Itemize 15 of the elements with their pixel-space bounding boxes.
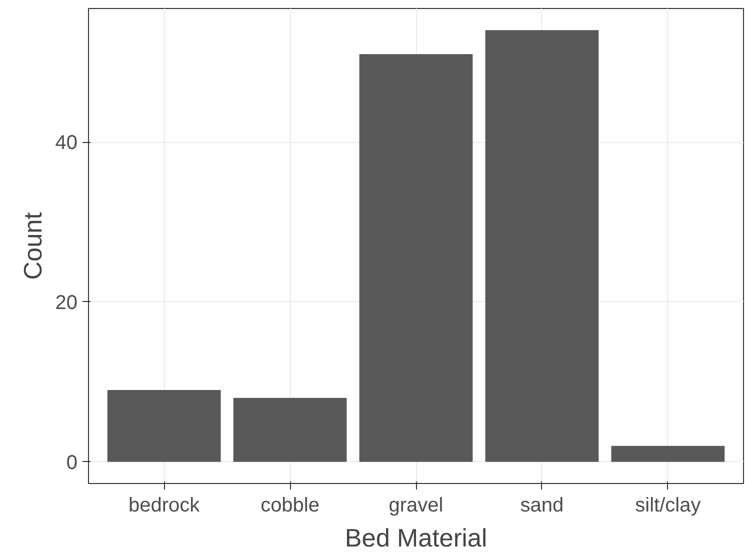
bar <box>485 30 599 462</box>
y-tick-label: 0 <box>66 452 78 474</box>
x-tick-label: sand <box>520 494 564 516</box>
bar <box>107 390 221 462</box>
y-tick-label: 20 <box>55 292 78 314</box>
x-tick-label: bedrock <box>128 494 201 516</box>
x-tick-label: gravel <box>388 494 444 516</box>
x-tick-label: cobble <box>260 494 320 516</box>
x-axis-title: Bed Material <box>344 524 488 552</box>
bar <box>359 54 473 462</box>
y-tick-label: 40 <box>55 132 78 154</box>
x-tick-label: silt/clay <box>635 494 701 516</box>
bar <box>611 446 725 462</box>
bar <box>233 398 347 462</box>
y-axis-title: Count <box>19 212 48 280</box>
